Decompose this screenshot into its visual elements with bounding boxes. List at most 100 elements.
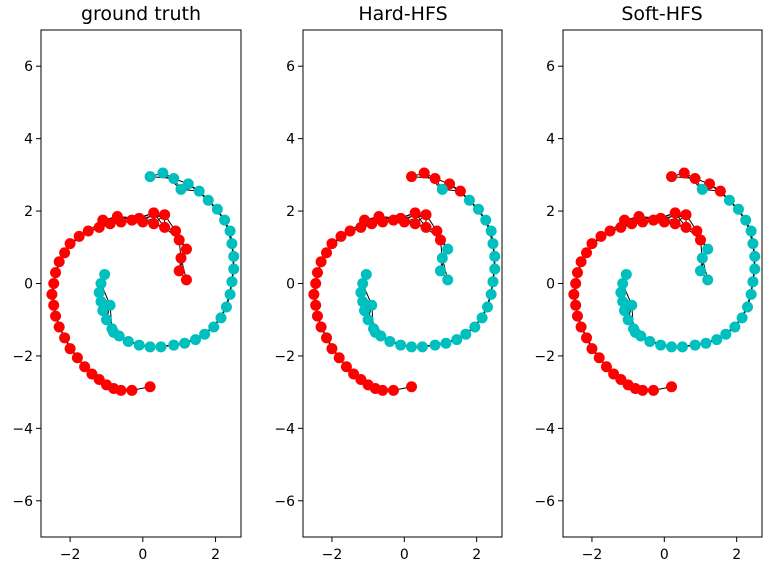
data-point xyxy=(173,265,185,277)
x-tick-label: −2 xyxy=(582,547,603,563)
data-point xyxy=(714,185,726,197)
y-tick-label: 6 xyxy=(546,59,555,75)
data-point xyxy=(180,243,192,255)
data-point xyxy=(678,167,690,179)
data-point xyxy=(472,203,484,215)
data-point xyxy=(469,321,481,333)
data-point xyxy=(344,225,356,237)
data-point xyxy=(696,252,708,264)
data-point xyxy=(575,256,587,268)
data-point xyxy=(173,234,185,246)
panel-soft-hfs: Soft-HFS −2 0 2 −6 −4 −2 0 2 4 6 xyxy=(534,3,763,563)
data-point xyxy=(95,296,107,308)
data-point xyxy=(570,278,582,289)
data-point xyxy=(79,361,91,373)
data-point xyxy=(406,381,418,393)
data-point xyxy=(93,287,105,299)
y-tick-label: −2 xyxy=(274,349,295,365)
data-point xyxy=(406,171,418,183)
data-point xyxy=(64,343,76,355)
data-point xyxy=(619,214,631,226)
data-point xyxy=(568,288,580,300)
data-point xyxy=(148,218,160,230)
panel-ground-truth: ground truth −2 0 2 −6 −4 −2 0 2 4 6 xyxy=(12,3,242,563)
data-point xyxy=(224,225,236,237)
data-point xyxy=(416,341,428,353)
y-tick-label: 6 xyxy=(24,59,33,75)
data-point xyxy=(220,301,232,313)
data-point xyxy=(175,183,187,195)
data-point xyxy=(310,299,322,311)
data-point xyxy=(95,278,107,289)
y-tick-label: −6 xyxy=(12,494,33,510)
data-point xyxy=(581,247,593,259)
data-point xyxy=(436,183,448,195)
data-point xyxy=(357,296,369,308)
data-point xyxy=(571,310,583,322)
data-point xyxy=(369,326,381,338)
data-point xyxy=(485,288,497,300)
data-point xyxy=(53,256,65,268)
data-point xyxy=(97,214,109,226)
data-point xyxy=(340,361,352,373)
data-point xyxy=(315,256,327,268)
data-point xyxy=(745,225,757,237)
graph-points xyxy=(308,167,501,396)
data-point xyxy=(689,172,701,184)
data-point xyxy=(71,352,83,364)
data-point xyxy=(604,225,616,237)
data-point xyxy=(711,334,723,346)
data-point xyxy=(310,278,322,289)
data-point xyxy=(133,212,145,224)
y-tick-label: 6 xyxy=(286,59,295,75)
axes: −2 0 2 −6 −4 −2 0 2 4 6 xyxy=(534,59,741,563)
data-point xyxy=(723,194,735,206)
x-tick-label: 0 xyxy=(660,547,669,563)
data-point xyxy=(387,384,399,396)
data-point xyxy=(694,234,706,246)
data-point xyxy=(50,267,62,279)
data-point xyxy=(211,203,223,215)
data-point xyxy=(108,326,120,338)
data-point xyxy=(155,341,167,353)
data-point xyxy=(694,265,706,277)
data-point xyxy=(669,218,681,230)
data-point xyxy=(409,207,421,219)
data-point xyxy=(460,328,472,340)
data-point xyxy=(409,218,421,230)
plot-frame xyxy=(40,29,242,538)
data-point xyxy=(362,314,374,326)
data-point xyxy=(64,238,76,250)
data-point xyxy=(720,328,732,340)
data-point xyxy=(442,243,454,255)
y-tick-label: −2 xyxy=(12,349,33,365)
y-tick-label: 4 xyxy=(546,132,555,148)
data-point xyxy=(571,267,583,279)
data-point xyxy=(395,212,407,224)
data-point xyxy=(355,287,367,299)
data-point xyxy=(157,167,169,179)
panel-title: ground truth xyxy=(81,3,201,25)
data-point xyxy=(742,301,754,313)
y-tick-label: 0 xyxy=(546,277,555,293)
data-point xyxy=(111,211,123,223)
data-point xyxy=(53,321,65,333)
data-point xyxy=(359,214,371,226)
data-point xyxy=(148,207,160,219)
data-point xyxy=(463,194,475,206)
data-point xyxy=(622,314,634,326)
data-point xyxy=(487,276,499,288)
data-point xyxy=(311,310,323,322)
data-point xyxy=(126,384,138,396)
data-point xyxy=(702,274,714,286)
data-point xyxy=(175,252,187,264)
data-point xyxy=(476,312,488,324)
data-point xyxy=(629,326,641,338)
y-tick-label: −4 xyxy=(12,421,33,437)
data-point xyxy=(333,352,345,364)
panel-hard-hfs: Hard-HFS −2 0 2 −6 −4 −2 0 2 4 6 xyxy=(274,3,503,563)
data-point xyxy=(680,221,692,233)
data-point xyxy=(215,312,227,324)
plot-frame xyxy=(562,29,763,538)
data-point xyxy=(144,171,156,183)
